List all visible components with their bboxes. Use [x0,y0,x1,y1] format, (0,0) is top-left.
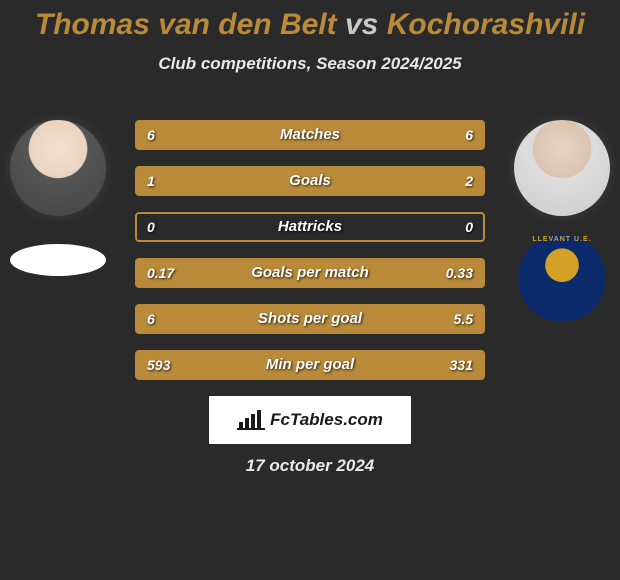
date-text: 17 october 2024 [0,456,620,476]
club-badge-inner [530,246,594,310]
player2-avatar [514,120,610,216]
stat-label: Hattricks [137,214,483,240]
branding-box: FcTables.com [209,396,411,444]
branding-text: FcTables.com [270,410,383,430]
stat-row: 6Shots per goal5.5 [135,304,485,334]
player1-avatar [10,120,106,216]
stat-value-right: 2 [465,168,473,194]
right-player-column: LLEVANT U.E. [512,120,612,322]
stat-row: 0Hattricks0 [135,212,485,242]
left-player-column [8,120,108,276]
player1-name: Thomas van den Belt [35,8,337,41]
stat-row: 593Min per goal331 [135,350,485,380]
stat-value-right: 331 [450,352,473,378]
stat-row: 0.17Goals per match0.33 [135,258,485,288]
player2-club-badge: LLEVANT U.E. [518,234,606,322]
stat-label: Min per goal [137,352,483,378]
vs-separator: vs [345,8,378,41]
stat-label: Matches [137,122,483,148]
stat-label: Goals per match [137,260,483,286]
stats-container: 6Matches6 1Goals2 0Hattricks0 0.17Goals per… [135,120,485,396]
bar-chart-icon [237,410,265,430]
player1-club-badge [10,244,106,276]
stat-value-right: 0 [465,214,473,240]
comparison-title: Thomas van den Belt vs Kochorashvili [0,0,620,42]
subtitle: Club competitions, Season 2024/2025 [0,54,620,74]
stat-value-right: 0.33 [446,260,473,286]
stat-value-right: 6 [465,122,473,148]
club-badge-text: LLEVANT U.E. [518,236,606,243]
stat-value-right: 5.5 [454,306,473,332]
stat-label: Shots per goal [137,306,483,332]
stat-label: Goals [137,168,483,194]
stat-row: 6Matches6 [135,120,485,150]
player2-name: Kochorashvili [387,8,585,41]
stat-row: 1Goals2 [135,166,485,196]
